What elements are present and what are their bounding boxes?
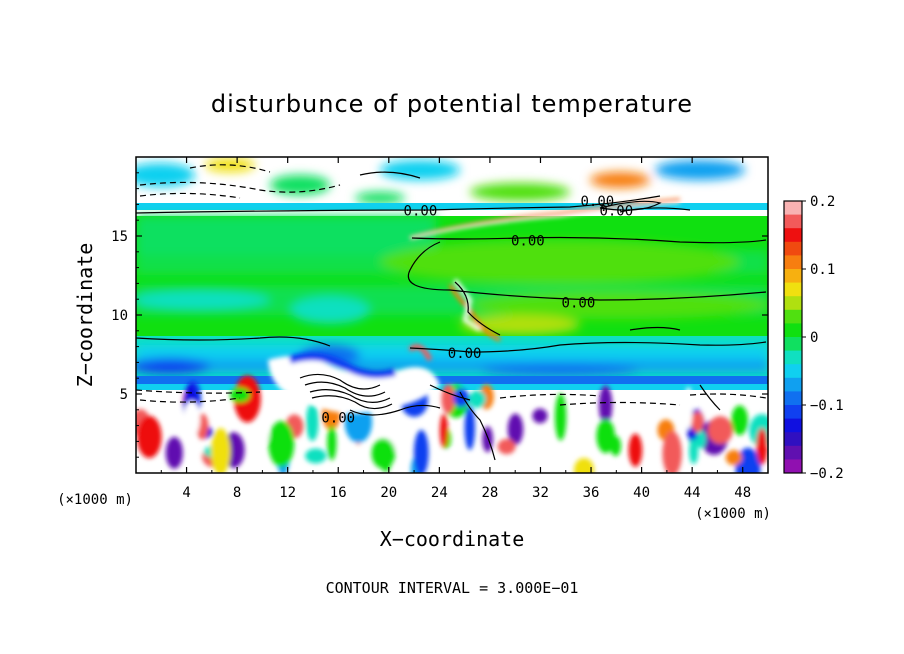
field-blob [136,415,162,459]
y-axis-title: Z−coordinate [73,243,97,388]
colorbar-swatch [784,296,802,311]
x-tick-label: 40 [633,485,650,501]
field-blob [380,447,392,472]
colorbar-swatch [784,214,802,229]
field-blob [628,433,643,467]
field-blob [596,419,615,454]
field-blob [183,400,201,437]
field-blob [707,416,733,445]
colorbar-swatch [784,432,802,447]
field-blob [731,405,749,436]
colorbar: 0.2 0.1 0 −0.1 −0.2 [783,194,844,482]
colorbar-swatch [784,323,802,338]
colorbar-tick-label: −0.1 [810,398,844,414]
field-blob [305,448,327,464]
y-axis: 5 10 15 [111,172,768,458]
colorbar-swatch [784,364,802,379]
field-blob [413,429,429,473]
x-tick-label: 32 [532,485,549,501]
colorbar-swatch [784,391,802,406]
x-unit-left: (×1000 m) [57,492,133,508]
field-blob [440,451,463,473]
x-tick-label: 16 [330,485,347,501]
colorbar-swatch [784,459,802,474]
colorbar-swatch [784,241,802,256]
colorbar-swatch [784,269,802,284]
x-tick-label: 12 [279,485,296,501]
field-blob [696,430,706,449]
field-blob [327,425,337,461]
x-tick-label: 24 [431,485,448,501]
field-blob [306,402,319,442]
x-unit-right: (×1000 m) [695,506,771,522]
field-blob [497,438,516,455]
contour-label: 0.00 [599,204,633,220]
colorbar-swatch [784,445,802,460]
colorbar-swatch [784,350,802,365]
field-blob [229,387,251,403]
field-blob [662,431,682,473]
x-axis-title: X−coordinate [380,527,525,551]
colorbar-tick-label: 0.1 [810,262,835,278]
x-tick-label: 44 [684,485,701,501]
x-tick-label: 48 [734,485,751,501]
colorbar-swatch [784,282,802,297]
colorbar-swatch [784,255,802,270]
field-blob [507,413,524,446]
field-blob [165,436,183,469]
chart-title: disturbunce of potential temperature [211,90,693,118]
field-blob [464,405,475,451]
x-tick-label: 20 [380,485,397,501]
field-blob [554,393,567,441]
heatmap-field: 0.000.000.000.000.000.000.00 [136,157,768,473]
field-blob [598,385,613,426]
field-blob [735,447,761,473]
field-blob [690,411,704,433]
colorbar-swatch [784,418,802,433]
colorbar-tick-label: 0 [810,330,818,346]
x-axis: 4 8 12 16 20 24 28 32 36 40 44 48 [160,157,751,501]
field-blob [268,420,295,468]
x-tick-label: 36 [583,485,600,501]
contour-label: 0.00 [511,234,545,250]
y-tick-label: 15 [111,229,128,245]
field-blob [725,450,742,466]
field-blob [756,428,768,465]
field-blob [684,386,693,430]
x-tick-label: 4 [182,485,190,501]
field-blob [441,384,456,414]
field-blob [468,390,487,408]
contour-label: 0.00 [448,346,482,362]
field-blob [689,438,699,464]
contour-label: 0.00 [562,295,596,311]
contour-label: 0.00 [581,194,615,210]
field-blob [439,413,448,448]
colorbar-swatch [784,377,802,392]
contour-label: 0.00 [321,411,355,427]
colorbar-swatch [784,309,802,324]
x-tick-label: 8 [233,485,241,501]
field-blob [573,458,595,473]
colorbar-tick-label: −0.2 [810,466,844,482]
colorbar-swatch [784,228,802,243]
y-tick-label: 10 [111,308,128,324]
field-blob [532,408,548,424]
field-blob [210,428,231,473]
colorbar-swatch [784,405,802,420]
colorbar-swatch [784,201,802,216]
contour-interval-note: CONTOUR INTERVAL = 3.000E−01 [326,579,579,597]
colorbar-tick-label: 0.2 [810,194,835,210]
contour-label: 0.00 [404,204,438,220]
y-tick-label: 5 [120,387,128,403]
x-tick-label: 28 [481,485,498,501]
field-blob [255,429,270,443]
colorbar-swatch [784,337,802,352]
